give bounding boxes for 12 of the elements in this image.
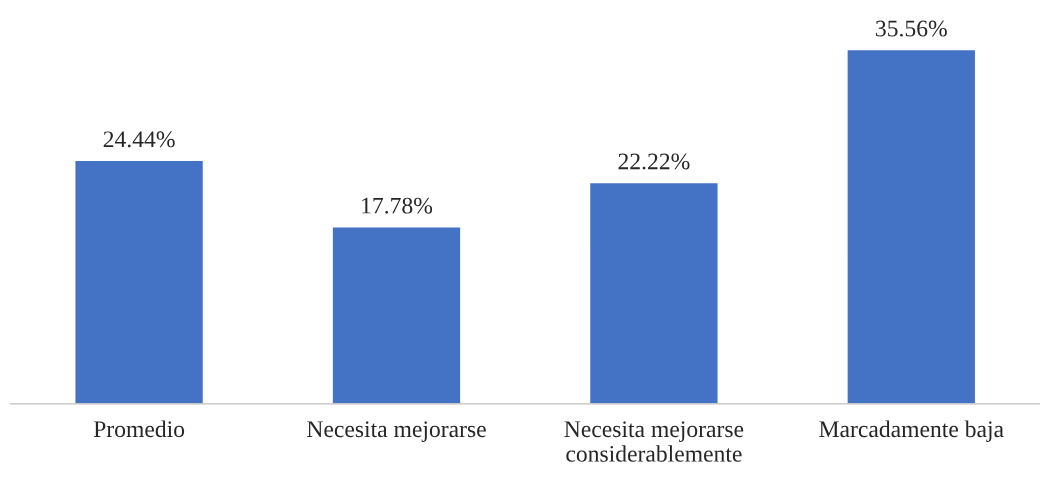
x-tick-label: Necesita mejorarse considerablemente: [564, 421, 744, 462]
x-tick-label: Necesita mejorarse: [307, 421, 486, 442]
bar: [846, 48, 977, 404]
bar: [588, 181, 719, 404]
bar: [331, 226, 462, 404]
data-label: 17.78%: [362, 197, 433, 214]
data-label: 35.56%: [876, 20, 947, 37]
x-tick-label: Marcadamente baja: [819, 420, 1004, 442]
data-label: 22.22%: [618, 153, 690, 170]
data-label: 24.44%: [103, 131, 175, 148]
x-tick-label: Promedio: [93, 420, 185, 438]
bar: [74, 159, 205, 404]
